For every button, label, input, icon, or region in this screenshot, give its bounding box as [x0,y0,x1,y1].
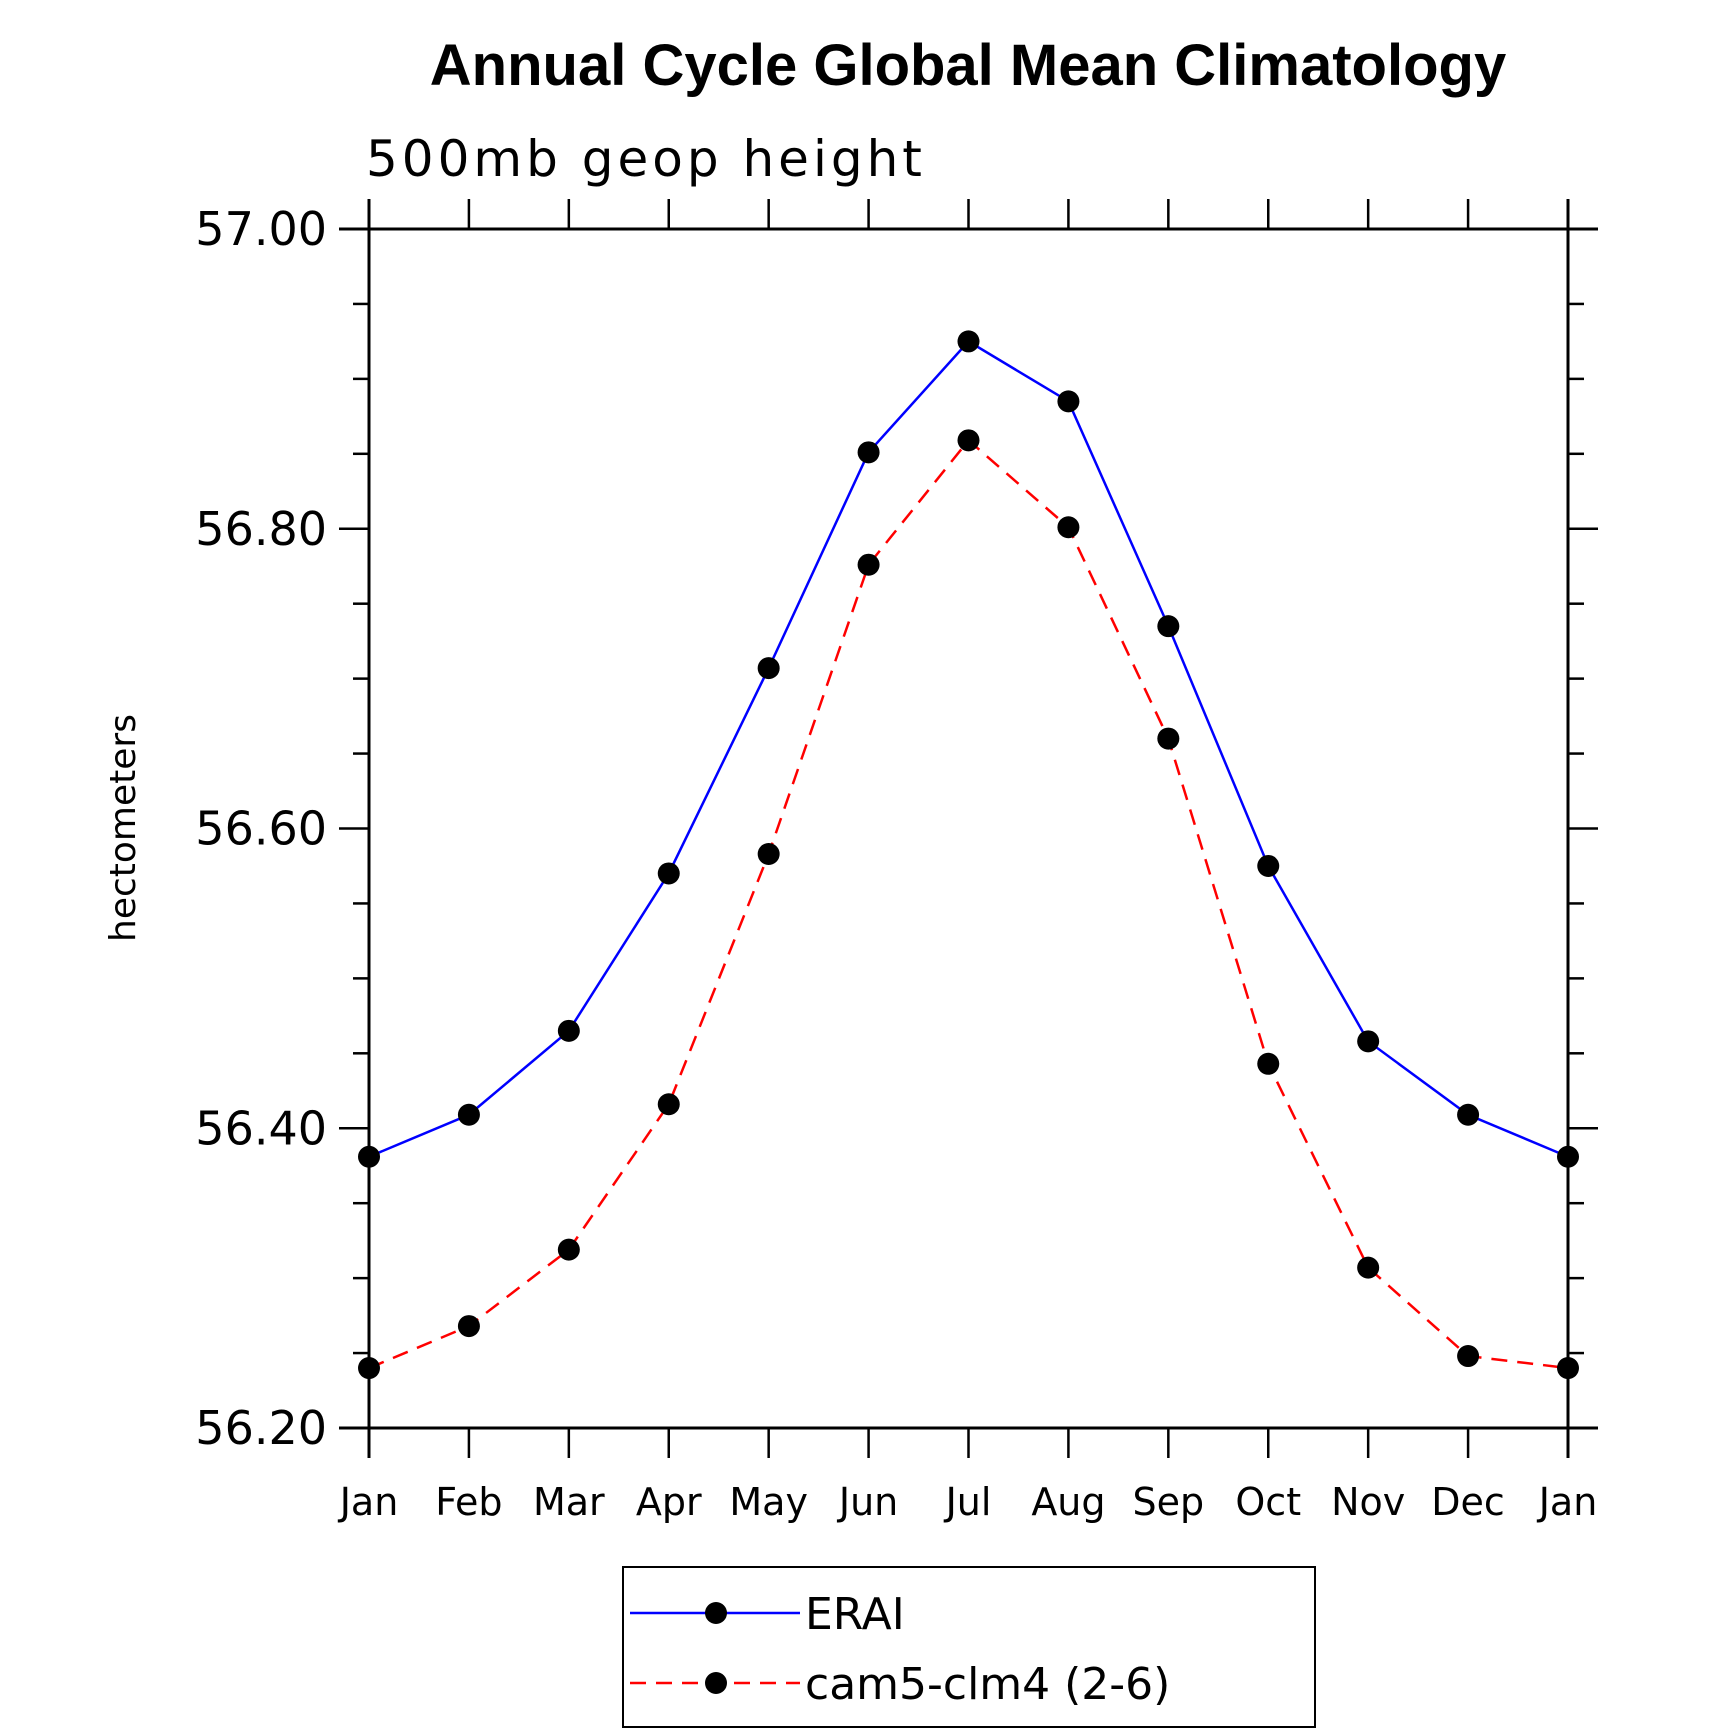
data-point [657,862,680,885]
data-point [1257,854,1280,877]
data-point [857,441,880,464]
data-point [957,429,980,452]
x-tick-label: Jan [1537,1480,1598,1524]
data-point [857,553,880,576]
chart-title: Annual Cycle Global Mean Climatology [430,33,1506,98]
y-tick-label: 57.00 [195,202,327,256]
data-point [1357,1256,1380,1279]
data-point [1157,615,1180,638]
legend-label: ERAI [805,1589,905,1640]
data-point [957,330,980,353]
data-point [1457,1345,1480,1368]
series-line-cam5 [368,438,1569,1370]
axes: 56.20 56.40 56.60 56.80 57.00 Jan Feb Mar Apr May… [195,199,1598,1524]
data-point [358,1145,380,1168]
legend: ERAI cam5-clm4 (2-6) [622,1566,1316,1728]
data-point [557,1019,580,1042]
x-tick-label: Jun [837,1480,898,1524]
x-tick-label: Jan [338,1480,399,1524]
data-point [557,1238,580,1261]
x-tick-label: Jul [944,1480,992,1524]
y-tick-label: 56.40 [195,1101,327,1155]
x-tick-label: Sep [1133,1480,1205,1524]
data-point [1057,390,1080,413]
data-point [1557,1145,1579,1168]
x-tick-label: Apr [636,1480,702,1524]
plot-frame [367,227,1570,1430]
legend-label: cam5-clm4 (2-6) [805,1659,1170,1710]
y-tick-label: 56.80 [195,502,327,556]
data-point [1157,727,1180,750]
x-tick-label: Dec [1431,1480,1505,1524]
data-point [657,1093,680,1116]
y-axis-label: hectometers [103,714,144,942]
data-point [1357,1030,1380,1053]
x-tick-label: May [729,1480,808,1524]
legend-box [622,1566,1316,1728]
data-point [1457,1103,1480,1126]
legend-marker [705,1602,727,1624]
data-point [1557,1357,1579,1380]
data-point [757,842,780,865]
y-tick-label: 56.60 [195,802,327,856]
data-point [1257,1052,1280,1075]
series-line-erai [368,339,1569,1158]
data-point [1057,516,1080,539]
x-tick-label: Nov [1331,1480,1405,1524]
x-tick-label: Aug [1031,1480,1105,1524]
series-group [358,330,1579,1380]
chart-subtitle: 500mb geop height [366,130,926,188]
data-point [358,1357,380,1380]
legend-marker [705,1672,727,1694]
y-tick-label: 56.20 [195,1401,327,1455]
data-point [457,1103,480,1126]
data-point [757,657,780,680]
x-tick-label: Feb [435,1480,502,1524]
x-tick-label: Oct [1235,1480,1301,1524]
x-tick-label: Mar [533,1480,605,1524]
data-point [457,1315,480,1338]
